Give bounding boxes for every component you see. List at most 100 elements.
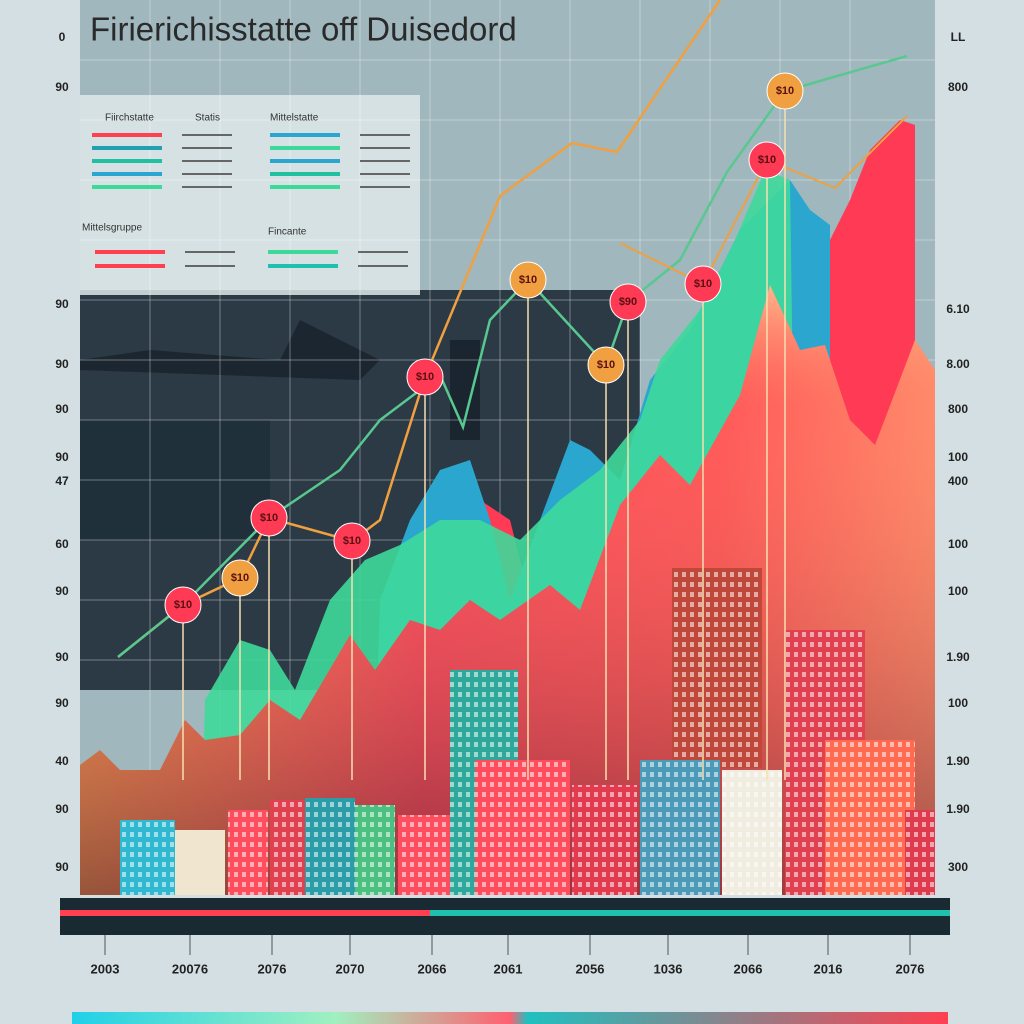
marker <box>406 358 444 396</box>
left-axis-label: 90 <box>55 696 69 710</box>
legend-text-line <box>182 173 232 175</box>
right-axis-label: 100 <box>948 696 968 710</box>
marker-label: $10 <box>758 154 776 166</box>
legend-text-line <box>360 186 410 188</box>
right-axis-label: 800 <box>948 80 968 94</box>
base-stripe-teal <box>430 910 950 916</box>
marker <box>587 346 625 384</box>
right-axis-label: 6.10 <box>946 302 970 316</box>
x-axis-label: 2056 <box>576 961 605 976</box>
x-axis-label: 2066 <box>734 961 763 976</box>
legend-swatch <box>92 185 162 189</box>
color-bar <box>72 1012 948 1024</box>
x-axis-label: 2076 <box>896 961 925 976</box>
x-axis-label: 2061 <box>494 961 523 976</box>
left-axis-label: 90 <box>55 80 69 94</box>
legend-text-line <box>182 160 232 162</box>
legend-swatch <box>270 185 340 189</box>
marker-label: $10 <box>343 535 361 547</box>
legend-text-line <box>360 134 410 136</box>
left-axis-label: 90 <box>55 402 69 416</box>
left-axis-label: 90 <box>55 802 69 816</box>
x-axis-label: 2003 <box>91 961 120 976</box>
legend-swatch <box>268 264 338 268</box>
legend-heading: Mittelsgruppe <box>82 223 142 234</box>
legend-heading: Fincante <box>268 227 307 238</box>
marker-label: $10 <box>519 274 537 286</box>
marker-label: $10 <box>174 599 192 611</box>
legend-text-line <box>182 186 232 188</box>
x-axis-label: 1036 <box>654 961 683 976</box>
legend-heading: Mittelstatte <box>270 113 319 124</box>
legend-text-line <box>185 265 235 267</box>
right-axis-label: 100 <box>948 450 968 464</box>
bridge <box>80 320 380 380</box>
left-axis-label: 47 <box>55 474 69 488</box>
legend-swatch <box>95 250 165 254</box>
legend-swatch <box>270 159 340 163</box>
marker <box>164 586 202 624</box>
right-axis-label: 400 <box>948 474 968 488</box>
marker <box>221 559 259 597</box>
marker-label: $10 <box>416 371 434 383</box>
legend-text-line <box>358 251 408 253</box>
right-axis-label: 300 <box>948 860 968 874</box>
right-axis-label: 8.00 <box>946 357 970 371</box>
marker <box>509 261 547 299</box>
legend-text-line <box>358 265 408 267</box>
base-bar <box>60 898 950 935</box>
legend-heading: Statis <box>195 113 220 124</box>
marker-label: $90 <box>619 296 637 308</box>
legend-text-line <box>360 173 410 175</box>
legend-text-line <box>185 251 235 253</box>
marker <box>250 499 288 537</box>
x-axis-label: 2070 <box>336 961 365 976</box>
marker-label: $10 <box>260 512 278 524</box>
left-axis-label: 90 <box>55 650 69 664</box>
title: Firierichisstatte off Duisedord <box>90 11 517 48</box>
buildings <box>120 568 935 895</box>
right-axis-label: 100 <box>948 584 968 598</box>
legend-swatch <box>270 172 340 176</box>
left-axis-label: 60 <box>55 537 69 551</box>
marker-label: $10 <box>694 278 712 290</box>
marker <box>609 283 647 321</box>
legend-swatch <box>92 133 162 137</box>
left-axis-label: 40 <box>55 754 69 768</box>
legend-swatch <box>270 133 340 137</box>
right-axis-label: 1.90 <box>946 650 970 664</box>
left-axis-label: 90 <box>55 357 69 371</box>
legend-heading: Fiirchstatte <box>105 113 154 124</box>
right-axis-label: 100 <box>948 537 968 551</box>
x-axis-label: 2016 <box>814 961 843 976</box>
x-axis-label: 2066 <box>418 961 447 976</box>
green-line <box>117 54 908 658</box>
legend-swatch <box>95 264 165 268</box>
left-axis-label: 90 <box>55 860 69 874</box>
marker <box>766 72 804 110</box>
legend-swatch <box>92 159 162 163</box>
legend-text-line <box>182 134 232 136</box>
legend-text-line <box>360 160 410 162</box>
left-axis-label: 0 <box>59 30 66 44</box>
legend-swatch <box>92 146 162 150</box>
marker-label: $10 <box>231 572 249 584</box>
orange-line <box>117 0 722 658</box>
legend-text-line <box>360 147 410 149</box>
base-stripe-red <box>60 910 430 916</box>
left-axis-label: 90 <box>55 297 69 311</box>
legend-box <box>80 95 420 295</box>
marker-label: $10 <box>597 359 615 371</box>
marker-label: $10 <box>776 85 794 97</box>
right-axis-label: LL <box>951 30 966 44</box>
right-axis-label: 1.90 <box>946 802 970 816</box>
marker <box>333 522 371 560</box>
x-axis-label: 2076 <box>258 961 287 976</box>
buildings-back <box>80 420 270 540</box>
left-axis-label: 90 <box>55 584 69 598</box>
left-axis-label: 90 <box>55 450 69 464</box>
tower-back <box>450 340 480 440</box>
legend-swatch <box>92 172 162 176</box>
x-axis-label: 20076 <box>172 961 208 976</box>
